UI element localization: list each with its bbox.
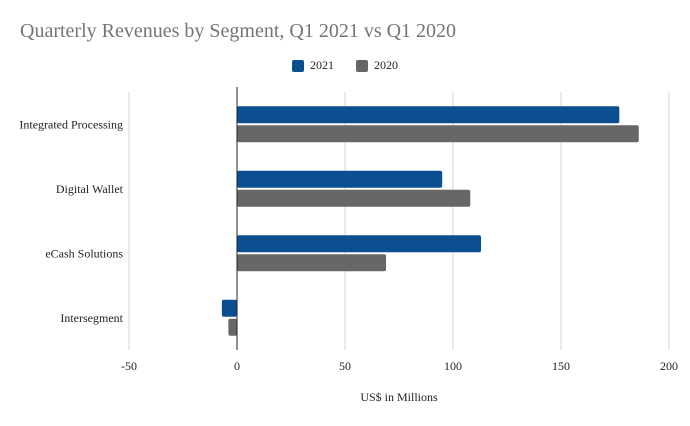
legend-swatch-2020 [356, 59, 368, 72]
chart-title: Quarterly Revenues by Segment, Q1 2021 v… [20, 20, 457, 42]
x-tick-label: -50 [121, 359, 137, 373]
bar-2021-2 [237, 235, 482, 253]
x-axis-label: US$ in Millions [360, 390, 438, 404]
x-tick-label: 0 [234, 359, 240, 373]
x-tick-label: 50 [339, 359, 351, 373]
x-tick-label: 200 [660, 359, 678, 373]
bar-2020-3 [228, 318, 237, 336]
bar-2021-3 [221, 299, 237, 317]
category-label: Integrated Processing [19, 117, 123, 131]
x-tick-label: 150 [552, 359, 570, 373]
legend: 2021 2020 [0, 58, 690, 73]
legend-item-2020[interactable]: 2020 [356, 58, 398, 73]
legend-label-2021: 2021 [310, 58, 334, 72]
legend-swatch-2021 [292, 59, 304, 72]
bar-2021-0 [237, 106, 620, 124]
legend-label-2020: 2020 [374, 58, 398, 72]
legend-item-2021[interactable]: 2021 [292, 58, 334, 73]
bar-2020-1 [237, 189, 471, 207]
x-tick-label: 100 [444, 359, 462, 373]
bar-2020-2 [237, 254, 387, 272]
category-label: Intersegment [60, 311, 123, 325]
bar-2020-0 [237, 125, 639, 143]
bar-2021-1 [237, 170, 443, 188]
category-label: Digital Wallet [56, 182, 124, 196]
category-label: eCash Solutions [45, 246, 123, 260]
